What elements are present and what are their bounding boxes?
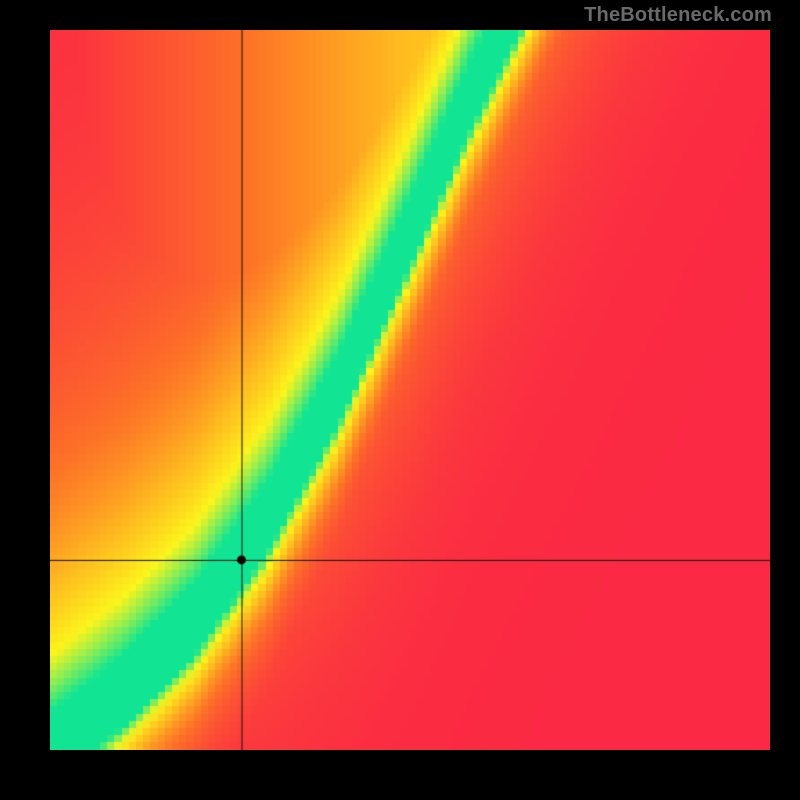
watermark-text: TheBottleneck.com — [584, 4, 772, 27]
chart-container: { "watermark": "TheBottleneck.com", "wat… — [0, 0, 800, 800]
heatmap-canvas — [50, 30, 770, 750]
